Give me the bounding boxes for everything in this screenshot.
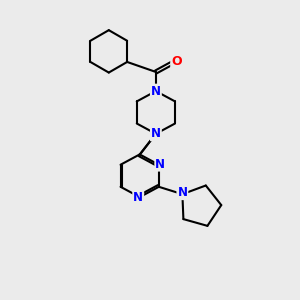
Text: N: N (177, 186, 188, 199)
Text: N: N (151, 85, 161, 98)
Text: N: N (155, 158, 165, 171)
Text: N: N (133, 191, 143, 204)
Text: O: O (171, 55, 182, 68)
Text: N: N (151, 127, 161, 140)
